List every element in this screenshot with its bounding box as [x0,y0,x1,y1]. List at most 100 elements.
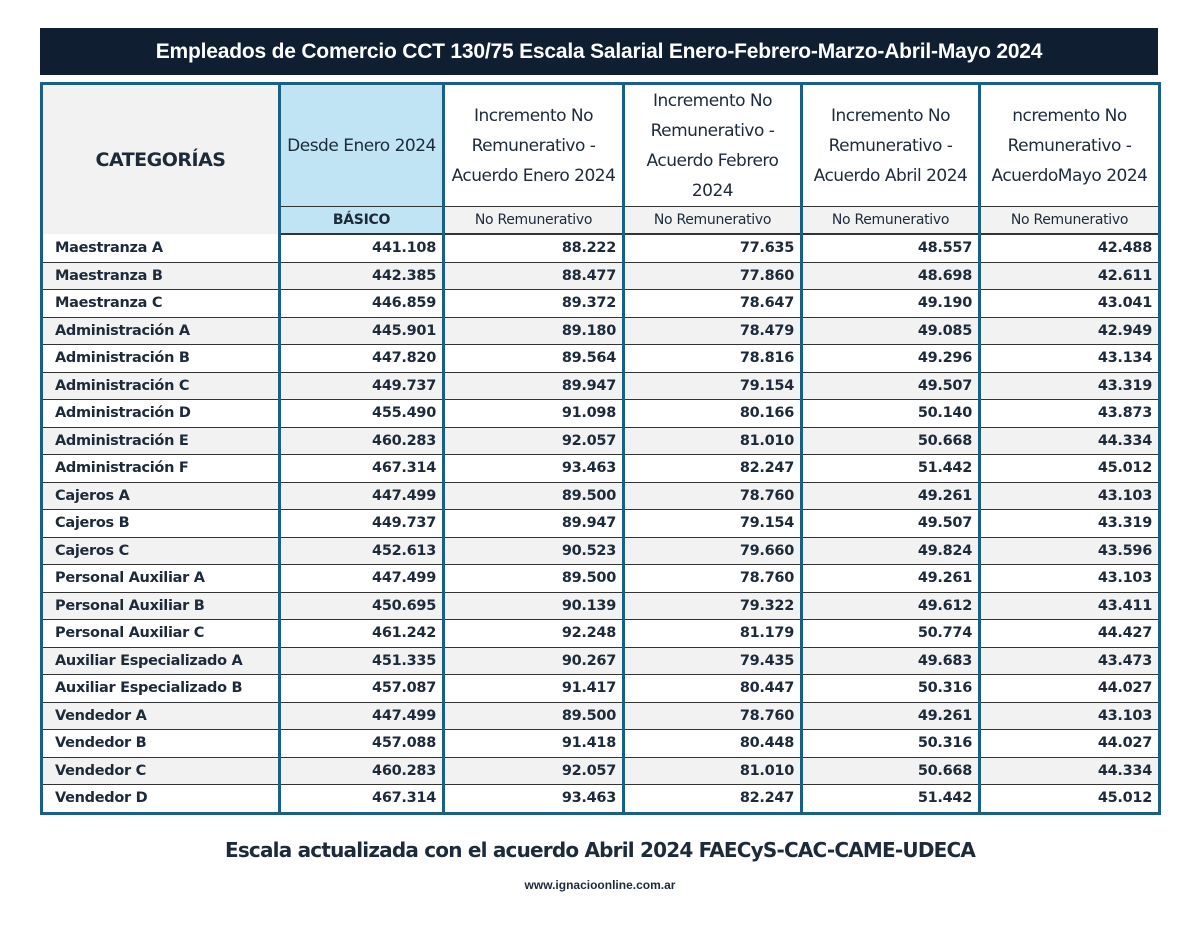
value-cell: 43.473 [978,647,1160,675]
header-categorias: CATEGORÍAS [41,83,280,234]
category-cell: Vendedor A [41,702,280,730]
category-cell: Auxiliar Especializado A [41,647,280,675]
value-cell: 457.088 [278,729,444,758]
table-row: Administración D 455.490 91.098 80.166 50.14… [41,399,1160,428]
value-cell: 42.488 [978,234,1160,263]
category-cell: Administración A [41,317,280,345]
table-row: Administración E 460.283 92.057 81.010 50.66… [41,427,1160,455]
value-cell: 49.296 [800,344,980,373]
value-cell: 77.635 [622,234,802,263]
subheader-basico: BÁSICO [278,206,444,235]
category-cell: Administración E [41,427,280,455]
value-cell: 450.695 [278,592,444,620]
value-cell: 48.557 [800,234,980,263]
value-cell: 48.698 [800,262,980,290]
value-cell: 44.427 [978,619,1160,648]
value-cell: 78.760 [622,702,802,730]
value-cell: 89.947 [442,509,624,538]
table-row: Personal Auxiliar A 447.499 89.500 78.760 49… [41,564,1160,593]
value-cell: 79.154 [622,372,802,400]
value-cell: 43.873 [978,399,1160,428]
value-cell: 49.683 [800,647,980,675]
table-row: Administración B 447.820 89.564 78.816 49.29… [41,344,1160,373]
value-cell: 43.103 [978,702,1160,730]
value-cell: 81.010 [622,427,802,455]
category-cell: Vendedor D [55,790,148,807]
category-cell: Maestranza C [41,289,280,318]
value-cell: 79.322 [622,592,802,620]
value-cell: 50.774 [800,619,980,648]
table-row: Vendedor C 460.283 92.057 81.010 50.668 44.33… [41,757,1160,785]
value-cell: 50.668 [800,757,980,785]
value-cell: 442.385 [278,262,444,290]
value-cell: 78.816 [622,344,802,373]
value-cell: 49.190 [800,289,980,318]
value-cell: 82.247 [622,454,802,483]
category-cell: Vendedor C [41,757,280,785]
value-cell: 42.611 [978,262,1160,290]
page-title: Empleados de Comercio CCT 130/75 Escala … [40,28,1158,75]
value-cell: 80.166 [622,399,802,428]
value-cell: 90.523 [442,537,624,565]
value-cell: 49.261 [800,564,980,593]
subheader-no-remunerativo: No Remunerativo [442,206,624,235]
value-cell: 79.435 [622,647,802,675]
value-cell: 452.613 [278,537,444,565]
value-cell: 89.564 [442,344,624,373]
header-acuerdo-mayo: ncremento No Remunerativo - AcuerdoMayo … [978,83,1160,207]
subheader-no-remunerativo: No Remunerativo [622,206,802,235]
table-row: Auxiliar Especializado A 451.335 90.267 79.… [41,647,1160,675]
value-cell: 50.668 [800,427,980,455]
value-cell: 78.479 [622,317,802,345]
table-row: Administración C 449.737 89.947 79.154 49.50… [41,372,1160,400]
value-cell: 89.180 [442,317,624,345]
value-cell: 88.222 [442,234,624,263]
value-cell: 43.103 [978,564,1160,593]
category-cell: Cajeros B [41,509,280,538]
value-cell: 447.820 [278,344,444,373]
value-cell: 467.314 [278,784,444,813]
value-cell: 81.010 [622,757,802,785]
table-row: Cajeros C 452.613 90.523 79.660 49.824 43.596 [41,537,1160,565]
value-cell: 447.499 [278,702,444,730]
value-cell: 78.647 [622,289,802,318]
subheader-no-remunerativo: No Remunerativo [800,206,980,235]
value-cell: 45.012 [978,454,1160,483]
value-cell: 449.737 [278,372,444,400]
value-cell: 42.949 [978,317,1160,345]
header-desde-enero: Desde Enero 2024 [278,83,444,207]
value-cell: 461.242 [278,619,444,648]
table-row: Vendedor B 457.088 91.418 80.448 50.316 44.02… [41,729,1160,758]
value-cell: 49.824 [800,537,980,565]
value-cell: 78.760 [622,482,802,510]
value-cell: 467.314 [278,454,444,483]
value-cell: 78.760 [622,564,802,593]
value-cell: 51.442 [800,454,980,483]
table-row: Maestranza C 446.859 89.372 78.647 49.190 43.… [41,289,1160,318]
value-cell: 90.139 [442,592,624,620]
value-cell: 49.507 [800,372,980,400]
value-cell: 44.027 [978,674,1160,703]
category-cell: Auxiliar Especializado B [41,674,280,703]
value-cell: 93.463 [442,784,624,813]
table-body: Maestranza A 441.108 88.222 77.635 48.557 42.… [41,234,1160,813]
value-cell: 43.411 [978,592,1160,620]
value-cell: 80.448 [622,729,802,758]
table-row: Administración A 445.901 89.180 78.479 49.08… [41,317,1160,345]
value-cell: 90.267 [442,647,624,675]
value-cell: 92.057 [442,427,624,455]
value-cell: 89.500 [442,564,624,593]
value-cell: 44.334 [978,427,1160,455]
value-cell: 91.418 [442,729,624,758]
value-cell: 92.057 [442,757,624,785]
value-cell: 43.596 [978,537,1160,565]
value-cell: 79.660 [622,537,802,565]
value-cell: 50.140 [800,399,980,428]
table-row: Vendedor D 467.314 93.463 82.247 51.442 45.01… [42,784,1160,813]
category-cell: Administración C [41,372,280,400]
table-row: Personal Auxiliar C 461.242 92.248 81.179 50… [41,619,1160,648]
value-cell: 447.499 [278,564,444,593]
category-cell: Cajeros A [41,482,280,510]
footer-note: Escala actualizada con el acuerdo Abril … [224,838,976,862]
value-cell: 43.041 [978,289,1160,318]
